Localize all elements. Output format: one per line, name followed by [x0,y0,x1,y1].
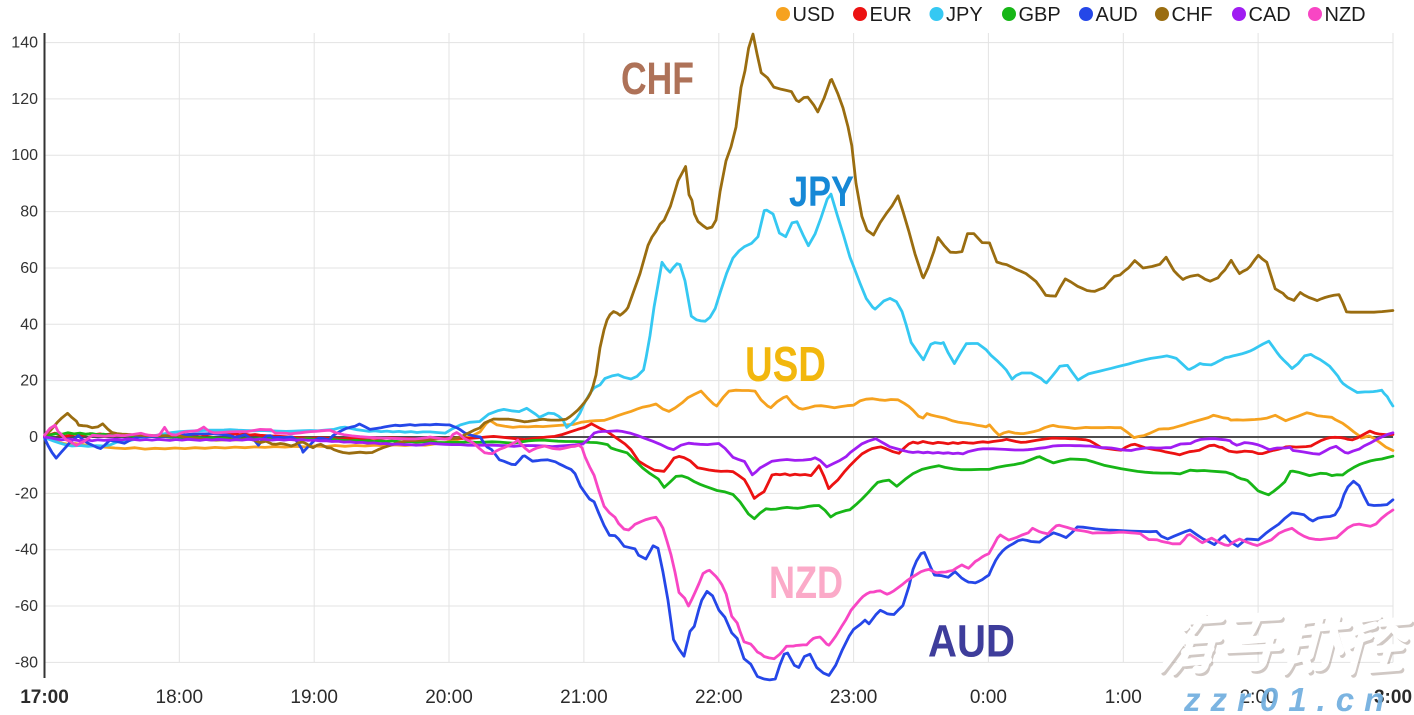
svg-text:22:00: 22:00 [695,687,743,708]
svg-text:1:00: 1:00 [1105,687,1142,708]
svg-text:140: 140 [11,35,38,52]
svg-text:USD: USD [745,338,826,392]
svg-text:CAD: CAD [1249,4,1291,26]
svg-text:40: 40 [20,316,38,333]
svg-text:18:00: 18:00 [156,687,204,708]
svg-text:2:00: 2:00 [1240,687,1277,708]
svg-text:-40: -40 [15,542,38,559]
svg-text:NZD: NZD [1325,4,1366,26]
svg-text:USD: USD [793,4,835,26]
svg-text:-80: -80 [15,654,38,671]
svg-text:0: 0 [29,429,38,446]
svg-text:21:00: 21:00 [560,687,608,708]
svg-text:60: 60 [20,260,38,277]
svg-text:EUR: EUR [870,4,912,26]
svg-text:80: 80 [20,204,38,221]
svg-text:CHF: CHF [621,53,694,104]
svg-text:0:00: 0:00 [970,687,1007,708]
svg-text:JPY: JPY [789,168,854,216]
svg-text:NZD: NZD [769,557,843,608]
svg-text:AUD: AUD [1096,4,1138,26]
svg-text:3:00: 3:00 [1374,687,1412,708]
svg-text:120: 120 [11,91,38,108]
svg-text:JPY: JPY [946,4,983,26]
svg-text:zzr01.cn: zzr01.cn [1183,681,1394,715]
svg-text:20: 20 [20,373,38,390]
svg-text:GBP: GBP [1019,4,1061,26]
svg-text:-20: -20 [15,485,38,502]
svg-text:19:00: 19:00 [290,687,338,708]
svg-text:23:00: 23:00 [830,687,878,708]
svg-text:17:00: 17:00 [20,687,69,708]
svg-text:100: 100 [11,147,38,164]
svg-text:20:00: 20:00 [425,687,473,708]
svg-text:AUD: AUD [928,616,1015,667]
svg-text:-60: -60 [15,598,38,615]
svg-text:CHF: CHF [1172,4,1213,26]
